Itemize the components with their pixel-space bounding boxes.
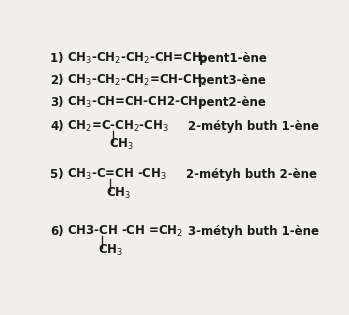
Text: CH$_3$: CH$_3$ <box>106 186 131 201</box>
Text: 5): 5) <box>50 168 72 181</box>
Text: pent1-ène: pent1-ène <box>195 52 267 65</box>
Text: CH$_3$-C=CH -CH$_3$: CH$_3$-C=CH -CH$_3$ <box>67 167 167 182</box>
Text: CH$_2$=C-CH$_2$-CH$_3$: CH$_2$=C-CH$_2$-CH$_3$ <box>67 119 168 134</box>
Text: CH$_3$: CH$_3$ <box>109 137 134 152</box>
Text: CH$_3$: CH$_3$ <box>98 243 123 258</box>
Text: CH3-CH -CH =CH$_2$: CH3-CH -CH =CH$_2$ <box>67 224 183 239</box>
Text: pent2-ène: pent2-ène <box>194 95 266 109</box>
Text: CH$_3$-CH$_2$-CH$_2$-CH=CH$_2$: CH$_3$-CH$_2$-CH$_2$-CH=CH$_2$ <box>67 51 207 66</box>
Text: 2-métyh buth 1-ène: 2-métyh buth 1-ène <box>188 120 319 133</box>
Text: pent3-ène: pent3-ène <box>194 74 266 87</box>
Text: 1): 1) <box>50 52 72 65</box>
Text: 4): 4) <box>50 120 64 133</box>
Text: CH$_3$-CH=CH-CH2-CH$_3$: CH$_3$-CH=CH-CH2-CH$_3$ <box>67 94 204 110</box>
Text: 6): 6) <box>50 225 64 238</box>
Text: 2-métyh buth 2-ène: 2-métyh buth 2-ène <box>186 168 317 181</box>
Text: 3): 3) <box>50 95 64 109</box>
Text: 3-métyh buth 1-ène: 3-métyh buth 1-ène <box>188 225 319 238</box>
Text: 2): 2) <box>50 74 64 87</box>
Text: CH$_3$-CH$_2$-CH$_2$=CH-CH$_2$: CH$_3$-CH$_2$-CH$_2$=CH-CH$_2$ <box>67 73 207 88</box>
